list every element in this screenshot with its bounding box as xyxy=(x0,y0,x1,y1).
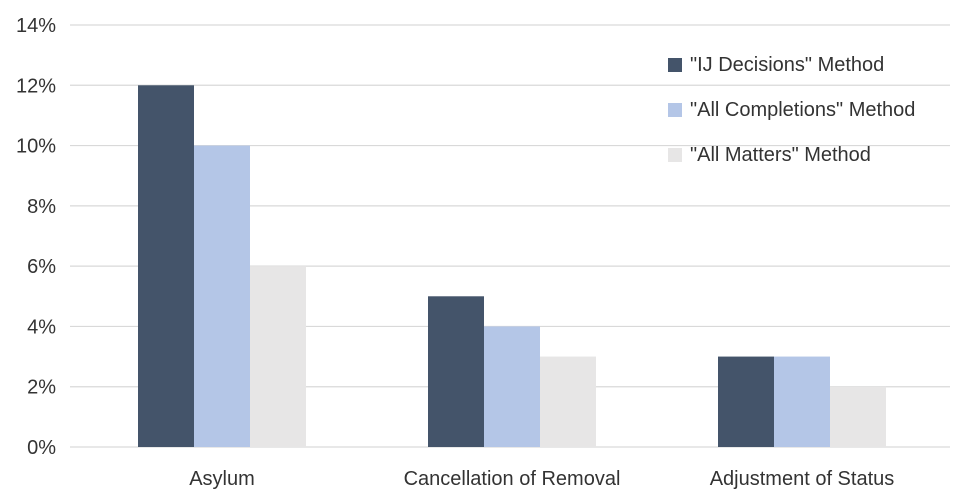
bars xyxy=(138,85,886,448)
y-axis-tick-labels: 0% 2% 4% 6% 8% 10% 12% 14% xyxy=(16,15,56,459)
x-axis-category-labels: Asylum Cancellation of Removal Adjustment … xyxy=(189,468,894,490)
y-tick-label: 12% xyxy=(16,75,56,97)
y-tick-label: 0% xyxy=(27,437,56,459)
bar-3-2 xyxy=(540,356,596,447)
legend-label: "IJ Decisions" Method xyxy=(690,54,884,76)
bar-3-3 xyxy=(830,386,886,447)
y-tick-label: 10% xyxy=(16,136,56,158)
y-tick-label: 8% xyxy=(27,196,56,218)
legend-swatch xyxy=(668,103,682,117)
x-category-label: Cancellation of Removal xyxy=(404,468,621,490)
y-tick-label: 14% xyxy=(16,15,56,37)
legend-label: "All Matters" Method xyxy=(690,144,871,166)
bar-3-1 xyxy=(250,266,306,447)
legend: "IJ Decisions" Method "All Completions" M… xyxy=(668,54,915,166)
bar-1-1 xyxy=(138,85,194,448)
x-category-label: Asylum xyxy=(189,468,255,490)
bar-1-2 xyxy=(428,296,484,447)
legend-label: "All Completions" Method xyxy=(690,99,915,121)
bar-2-1 xyxy=(194,145,250,448)
y-tick-label: 4% xyxy=(27,316,56,338)
legend-swatch xyxy=(668,58,682,72)
bar-1-3 xyxy=(718,356,774,447)
bar-2-3 xyxy=(774,356,830,447)
y-tick-label: 6% xyxy=(27,256,56,278)
legend-swatch xyxy=(668,148,682,162)
y-tick-label: 2% xyxy=(27,377,56,399)
x-category-label: Adjustment of Status xyxy=(710,468,895,490)
bar-2-2 xyxy=(484,326,540,447)
